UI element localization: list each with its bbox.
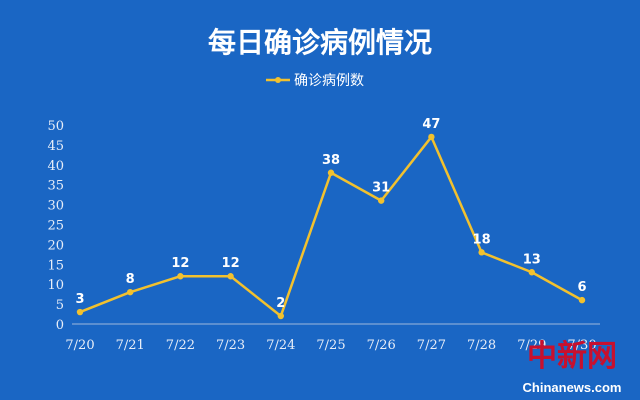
data-label: 31 — [372, 181, 390, 196]
y-tick-label: 30 — [47, 199, 64, 214]
data-label: 8 — [126, 272, 135, 287]
data-label: 18 — [473, 232, 491, 247]
y-tick-label: 40 — [47, 159, 64, 174]
data-point — [76, 308, 84, 316]
x-tick-label: 7/23 — [216, 338, 245, 353]
x-tick-label: 7/26 — [367, 338, 396, 353]
x-tick-label: 7/22 — [166, 338, 195, 353]
x-tick-label: 7/30 — [567, 338, 596, 353]
series-group — [76, 133, 586, 320]
chart-title: 每日确诊病例情况 — [208, 26, 432, 59]
y-axis: 0 5 10 15 20 25 30 35 40 45 50 — [47, 119, 64, 333]
y-tick-label: 0 — [56, 318, 64, 333]
watermark-logo: 中新网 — [527, 339, 617, 374]
y-tick-label: 45 — [47, 139, 64, 154]
data-label: 12 — [171, 256, 189, 271]
data-label: 13 — [523, 252, 541, 267]
data-point — [528, 269, 535, 276]
y-tick-label: 15 — [47, 258, 64, 273]
x-tick-label: 7/20 — [65, 338, 94, 353]
legend-label: 确诊病例数 — [294, 73, 364, 89]
watermark: 中新网 Chinanews.com — [523, 339, 622, 395]
data-point — [327, 169, 335, 176]
x-axis: 7/20 7/21 7/22 7/23 7/24 7/25 7/26 7/27 7/28 7/29… — [65, 338, 596, 353]
data-point — [578, 296, 586, 304]
data-label: 12 — [222, 256, 240, 271]
legend-marker — [275, 77, 281, 83]
y-tick-label: 35 — [47, 179, 64, 194]
data-point — [378, 197, 385, 204]
data-point — [428, 133, 435, 141]
data-label: 6 — [577, 280, 586, 295]
x-tick-label: 7/29 — [517, 338, 546, 353]
y-tick-label: 50 — [47, 119, 64, 134]
legend: 确诊病例数 — [266, 73, 364, 89]
watermark-site: Chinanews.com — [523, 380, 622, 395]
y-tick-label: 25 — [47, 219, 64, 234]
data-point — [177, 273, 184, 280]
data-label: 47 — [422, 117, 440, 132]
data-label: 2 — [276, 296, 285, 311]
y-tick-label: 20 — [47, 238, 64, 253]
x-tick-label: 7/24 — [266, 338, 295, 353]
data-point — [478, 249, 485, 256]
x-tick-label: 7/25 — [316, 338, 345, 353]
data-label: 38 — [322, 153, 340, 168]
y-tick-label: 5 — [56, 298, 64, 313]
data-point — [277, 312, 284, 320]
data-label: 3 — [75, 292, 84, 307]
x-tick-label: 7/28 — [467, 338, 496, 353]
data-point — [227, 273, 234, 280]
y-tick-label: 10 — [47, 278, 64, 293]
x-tick-label: 7/21 — [116, 338, 145, 353]
x-tick-label: 7/27 — [417, 338, 446, 353]
data-point — [127, 288, 134, 296]
